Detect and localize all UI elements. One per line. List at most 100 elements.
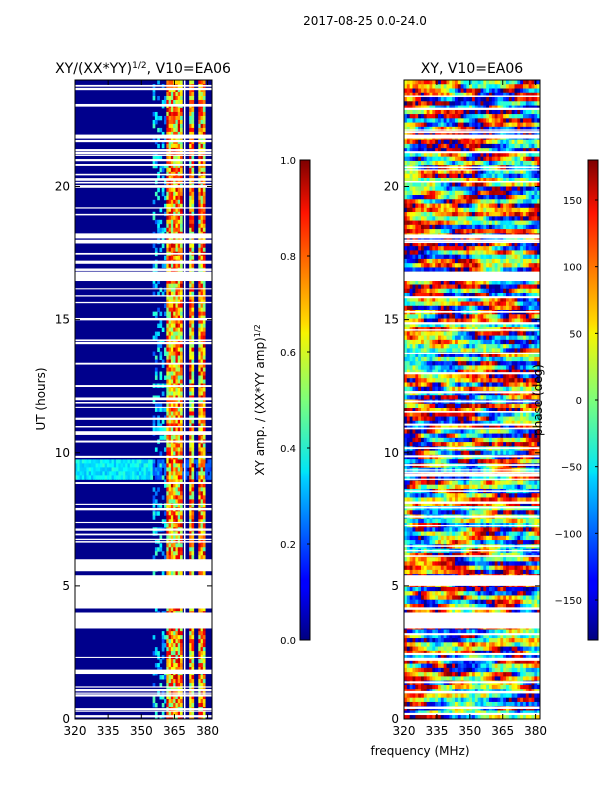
heatmap-cell bbox=[173, 195, 176, 201]
heatmap-cell bbox=[200, 195, 204, 201]
heatmap-cell bbox=[159, 535, 163, 540]
heatmap-cell bbox=[520, 169, 524, 175]
heatmap-cell bbox=[423, 293, 428, 298]
heatmap-cell bbox=[170, 115, 174, 121]
heatmap-cell bbox=[173, 479, 176, 484]
heatmap-cell bbox=[435, 199, 439, 204]
heatmap-cell bbox=[446, 207, 450, 213]
flag-line bbox=[75, 715, 212, 718]
heatmap-cell bbox=[164, 347, 167, 352]
heatmap-cell bbox=[514, 186, 518, 192]
heatmap-cell bbox=[189, 199, 192, 205]
heatmap-cell bbox=[491, 288, 496, 294]
heatmap-cell bbox=[154, 115, 158, 121]
heatmap-cell bbox=[102, 471, 106, 476]
heatmap-cell bbox=[170, 175, 174, 181]
heatmap-cell bbox=[177, 203, 181, 209]
heatmap-cell bbox=[460, 241, 464, 247]
heatmap-cell bbox=[177, 315, 181, 321]
heatmap-cell bbox=[534, 114, 538, 119]
heatmap-cell bbox=[109, 459, 112, 464]
heatmap-cell bbox=[198, 675, 201, 680]
heatmap-cell bbox=[409, 114, 413, 119]
heatmap-cell bbox=[440, 288, 445, 294]
heatmap-cell bbox=[531, 88, 535, 94]
heatmap-cell bbox=[469, 88, 473, 94]
heatmap-cell bbox=[517, 92, 521, 98]
heatmap-cell bbox=[154, 607, 158, 612]
heatmap-cell bbox=[491, 173, 496, 179]
heatmap-cell bbox=[486, 143, 490, 149]
heatmap-cell bbox=[189, 547, 192, 552]
heatmap-cell bbox=[202, 503, 206, 508]
heatmap-cell bbox=[173, 263, 176, 269]
heatmap-cell bbox=[175, 467, 179, 472]
heatmap-cell bbox=[406, 199, 411, 204]
heatmap-cell bbox=[202, 127, 206, 133]
heatmap-cell bbox=[154, 551, 158, 556]
heatmap-cell bbox=[164, 263, 167, 269]
heatmap-cell bbox=[491, 139, 496, 145]
heatmap-cell bbox=[173, 511, 176, 516]
heatmap-cell bbox=[528, 118, 532, 123]
heatmap-cell bbox=[198, 115, 201, 121]
heatmap-cell bbox=[528, 160, 532, 166]
heatmap-cell bbox=[426, 190, 430, 196]
heatmap-cell bbox=[202, 203, 206, 209]
heatmap-cell bbox=[180, 315, 183, 321]
heatmap-cell bbox=[452, 97, 456, 102]
heatmap-cell bbox=[489, 131, 493, 136]
heatmap-cell bbox=[180, 323, 183, 329]
heatmap-cell bbox=[177, 411, 181, 416]
heatmap-cell bbox=[191, 143, 195, 149]
heatmap-cell bbox=[494, 203, 498, 209]
heatmap-cell bbox=[168, 347, 172, 352]
heatmap-cell bbox=[152, 311, 156, 317]
heatmap-cell bbox=[173, 303, 176, 309]
heatmap-cell bbox=[525, 195, 530, 200]
heatmap-cell bbox=[466, 88, 470, 94]
heatmap-cell bbox=[472, 258, 476, 264]
heatmap-cell bbox=[525, 284, 530, 290]
heatmap-cell bbox=[175, 607, 179, 612]
heatmap-cell bbox=[166, 379, 170, 384]
heatmap-cell bbox=[503, 152, 507, 158]
heatmap-cell bbox=[421, 288, 425, 294]
heatmap-cell bbox=[455, 284, 459, 290]
heatmap-cell bbox=[159, 547, 163, 552]
heatmap-cell bbox=[528, 254, 532, 260]
heatmap-cell bbox=[494, 131, 498, 136]
heatmap-cell bbox=[438, 173, 442, 179]
heatmap-cell bbox=[196, 471, 199, 476]
heatmap-cell bbox=[180, 343, 183, 348]
heatmap-cell bbox=[180, 379, 183, 384]
heatmap-cell bbox=[534, 258, 538, 264]
heatmap-cell bbox=[511, 109, 515, 115]
heatmap-cell bbox=[426, 203, 430, 209]
heatmap-cell bbox=[466, 207, 470, 213]
heatmap-cell bbox=[200, 159, 204, 165]
heatmap-cell bbox=[173, 663, 176, 668]
flag-line bbox=[75, 708, 212, 710]
heatmap-cell bbox=[477, 258, 481, 264]
heatmap-cell bbox=[152, 511, 156, 516]
heatmap-cell bbox=[113, 459, 117, 464]
heatmap-cell bbox=[466, 246, 470, 251]
heatmap-cell bbox=[511, 195, 515, 200]
heatmap-cell bbox=[443, 258, 447, 264]
heatmap-cell bbox=[152, 243, 156, 249]
heatmap-cell bbox=[460, 114, 464, 119]
heatmap-cell bbox=[497, 148, 501, 153]
heatmap-cell bbox=[168, 443, 172, 448]
heatmap-cell bbox=[517, 148, 521, 153]
heatmap-cell bbox=[177, 675, 181, 680]
heatmap-cell bbox=[180, 423, 183, 428]
heatmap-cell bbox=[189, 659, 192, 664]
heatmap-cell bbox=[421, 212, 425, 217]
heatmap-cell bbox=[531, 224, 535, 230]
heatmap-cell bbox=[415, 156, 419, 162]
heatmap-cell bbox=[480, 92, 484, 98]
heatmap-cell bbox=[161, 459, 165, 464]
heatmap-cell bbox=[528, 263, 532, 268]
heatmap-cell bbox=[170, 367, 174, 372]
